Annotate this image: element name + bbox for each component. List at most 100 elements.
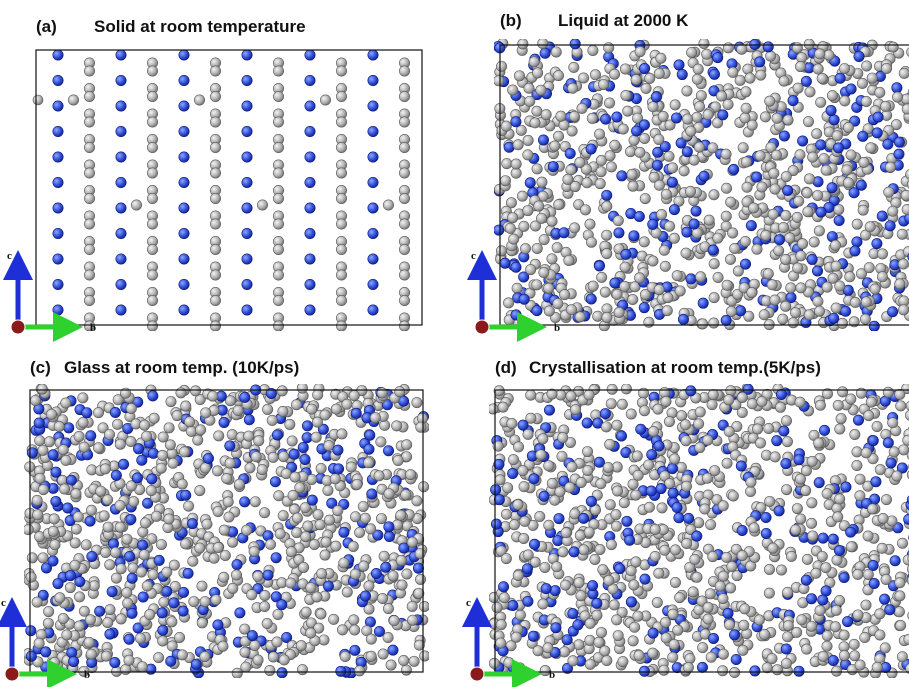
atom-gray (224, 512, 234, 522)
atom-gray (802, 554, 812, 564)
atom-blue (883, 438, 893, 448)
atom-gray (135, 633, 145, 643)
atom-gray (806, 621, 816, 631)
atom-gray (788, 318, 798, 328)
atom-gray (254, 436, 264, 446)
atom-blue (179, 126, 189, 136)
atom-gray (291, 400, 301, 410)
atom-blue (53, 152, 63, 162)
atom-blue (869, 321, 879, 331)
atom-gray (273, 91, 283, 101)
atom-gray (792, 503, 802, 513)
atom-blue (169, 598, 179, 608)
atom-gray (895, 591, 905, 601)
atom-gray (507, 212, 517, 222)
atom-gray (745, 73, 755, 83)
atom-gray (709, 259, 719, 269)
atom-gray (718, 593, 728, 603)
atom-gray (295, 482, 305, 492)
atom-gray (277, 386, 287, 396)
atom-gray (532, 243, 542, 253)
atom-gray (210, 168, 220, 178)
atom-gray (84, 91, 94, 101)
atom-gray (364, 581, 374, 591)
atom-blue (371, 568, 381, 578)
atom-gray (93, 407, 103, 417)
atom-gray (529, 57, 539, 67)
atom-gray (771, 150, 781, 160)
atom-gray (38, 445, 48, 455)
atom-gray (807, 152, 817, 162)
atom-gray (781, 484, 791, 494)
atom-gray (768, 209, 778, 219)
atom-gray (552, 242, 562, 252)
atom-gray (670, 577, 680, 587)
atom-gray (601, 230, 611, 240)
atom-gray (905, 410, 909, 420)
atom-gray (845, 272, 855, 282)
atom-gray (200, 408, 210, 418)
atom-gray (223, 497, 233, 507)
atom-blue (263, 570, 273, 580)
atom-gray (850, 429, 860, 439)
atom-gray (575, 157, 585, 167)
atom-gray (685, 653, 695, 663)
atom-gray (78, 417, 88, 427)
atom-gray (214, 431, 224, 441)
atom-blue (364, 444, 374, 454)
atom-gray (336, 321, 346, 331)
atom-gray (365, 524, 375, 534)
atom-blue (277, 668, 287, 678)
atom-gray (407, 537, 417, 547)
atom-gray (567, 462, 577, 472)
atom-blue (51, 467, 61, 477)
atom-gray (660, 545, 670, 555)
atom-gray (84, 168, 94, 178)
atom-gray (795, 61, 805, 71)
atom-gray (541, 109, 551, 119)
atom-gray (786, 283, 796, 293)
atom-blue (772, 435, 782, 445)
atom-blue (615, 563, 625, 573)
axis-label-c: c (7, 250, 12, 262)
atom-gray (533, 201, 543, 211)
atom-gray (501, 121, 511, 131)
atom-gray (596, 167, 606, 177)
atom-gray (399, 655, 409, 665)
atom-gray (821, 165, 831, 175)
atom-blue (127, 608, 137, 618)
atom-gray (629, 622, 639, 632)
atom-blue (616, 431, 626, 441)
atom-gray (525, 96, 535, 106)
atom-gray (631, 74, 641, 84)
atom-gray (669, 454, 679, 464)
atom-gray (804, 174, 814, 184)
atom-blue (158, 625, 168, 635)
atom-blue (242, 101, 252, 111)
atom-gray (104, 429, 114, 439)
atom-blue (300, 454, 310, 464)
atom-gray (795, 397, 805, 407)
atom-blue (383, 446, 393, 456)
atom-gray (577, 103, 587, 113)
atom-gray (250, 640, 260, 650)
atom-blue (48, 450, 58, 460)
atom-gray (692, 74, 702, 84)
atom-gray (853, 610, 863, 620)
atom-gray (779, 76, 789, 86)
atom-gray (401, 665, 411, 675)
panel: (c)Glass at room temp. (10K/ps)cb (1, 358, 430, 681)
atom-blue (737, 525, 747, 535)
atom-blue (87, 551, 97, 561)
panel-label: (b) (500, 11, 522, 30)
atom-blue (801, 76, 811, 86)
atom-gray (725, 254, 735, 264)
atom-blue (305, 279, 315, 289)
atom-gray (523, 135, 533, 145)
atom-gray (267, 415, 277, 425)
atom-blue (105, 629, 115, 639)
atoms (493, 38, 909, 331)
atom-blue (723, 608, 733, 618)
atom-gray (898, 259, 908, 269)
atom-blue (110, 657, 120, 667)
